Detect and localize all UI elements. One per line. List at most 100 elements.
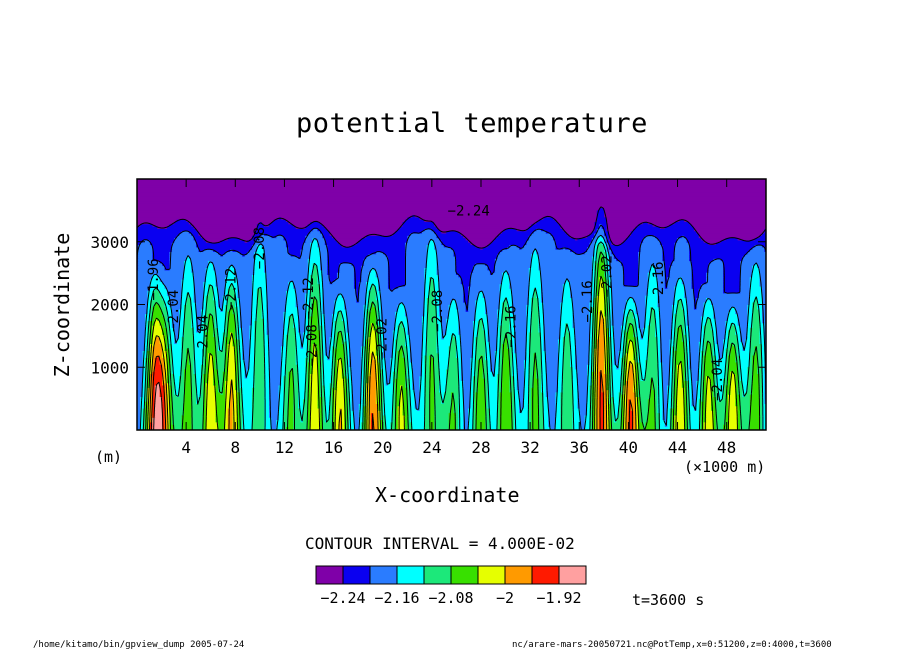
contour-band-cell: [227, 361, 236, 365]
contour-band-cell: [691, 377, 700, 381]
contour-band-cell: [509, 375, 516, 379]
contour-band-cell: [696, 387, 703, 391]
contour-band-cell: [142, 373, 146, 377]
contour-band-cell: [145, 416, 149, 421]
contour-band-cell: [523, 384, 530, 388]
contour-band-cell: [662, 370, 671, 374]
contour-band-cell: [482, 375, 489, 379]
contour-band-cell: [268, 391, 280, 395]
contour-band-cell: [696, 398, 700, 402]
contour-band-cell: [200, 387, 205, 391]
contour-band-cell: [472, 393, 477, 398]
contour-band-cell: [674, 375, 678, 379]
contour-band-cell: [203, 426, 207, 430]
contour-band-cell: [373, 423, 380, 427]
contour-band-cell: [759, 400, 763, 404]
contour-band-cell: [380, 393, 384, 398]
contour-band-cell: [761, 414, 766, 418]
contour-band-cell: [242, 423, 253, 427]
contour-band-cell: [378, 382, 382, 386]
contour-band-cell: [737, 375, 741, 379]
contour-band-cell: [485, 412, 491, 416]
contour-band-cell: [203, 423, 207, 427]
contour-band-cell: [499, 396, 513, 400]
contour-band-cell: [611, 391, 620, 395]
contour-band-cell: [407, 389, 411, 393]
contour-band-cell: [684, 423, 688, 427]
contour-band-cell: [268, 366, 282, 370]
contour-band-cell: [227, 375, 236, 379]
contour-band-cell: [227, 359, 236, 363]
contour-band-cell: [594, 393, 598, 398]
contour-band-cell: [638, 366, 642, 370]
contour-band-cell: [514, 416, 530, 421]
contour-band-cell: [162, 426, 166, 430]
contour-band-cell: [424, 416, 431, 421]
contour-band-cell: [358, 423, 363, 427]
contour-band-cell: [412, 380, 421, 384]
contour-band-cell: [689, 416, 700, 421]
contour-band-cell: [640, 412, 649, 416]
contour-band-cell: [528, 370, 535, 374]
contour-band-cell: [366, 416, 370, 421]
footer-left: /home/kitamo/bin/gpview_dump 2005-07-24: [33, 640, 245, 650]
contour-band-cell: [385, 377, 392, 381]
contour-band-cell: [463, 393, 472, 398]
contour-band-cell: [293, 423, 309, 427]
contour-band-cell: [358, 419, 365, 423]
contour-band-cell: [397, 368, 406, 372]
contour-band-cell: [174, 391, 180, 395]
contour-band-cell: [225, 389, 231, 393]
contour-band-cell: [268, 361, 282, 365]
contour-band-cell: [752, 373, 761, 377]
contour-band-cell: [392, 382, 397, 386]
contour-band-cell: [623, 368, 627, 372]
contour-band-cell: [662, 398, 669, 402]
contour-band-cell: [395, 396, 401, 400]
contour-band-cell: [232, 416, 239, 421]
contour-band-cell: [468, 416, 474, 421]
contour-band-cell: [380, 366, 387, 370]
contour-band-cell: [713, 380, 717, 384]
contour-band-cell: [293, 373, 299, 377]
contour-band-cell: [429, 396, 435, 400]
contour-band-cell: [635, 426, 639, 430]
contour-band-cell: [696, 400, 700, 404]
contour-band-cell: [591, 396, 596, 400]
contour-band-cell: [703, 426, 715, 430]
contour-band-cell: [676, 375, 683, 379]
contour-band-cell: [655, 396, 659, 400]
contour-band-cell: [227, 412, 234, 416]
contour-band-cell: [560, 400, 574, 404]
contour-band-cell: [278, 398, 285, 402]
contour-band-cell: [154, 366, 163, 370]
contour-band-cell: [477, 373, 484, 377]
contour-band-cell: [407, 366, 414, 370]
contour-band-cell: [618, 412, 622, 416]
contour-band-cell: [499, 403, 513, 407]
contour-band-cell: [232, 407, 239, 411]
contour-band-cell: [723, 396, 727, 400]
contour-band-cell: [723, 423, 729, 427]
contour-band-cell: [351, 373, 363, 377]
contour-band-cell: [577, 382, 588, 386]
contour-band-cell: [676, 377, 683, 381]
contour-band-cell: [684, 405, 688, 409]
contour-band-cell: [373, 421, 380, 425]
contour-band-cell: [691, 403, 698, 407]
contour-band-cell: [562, 380, 574, 384]
contour-band-cell: [203, 380, 210, 384]
contour-band-cell: [689, 398, 693, 402]
contour-band-cell: [293, 370, 299, 374]
contour-band-cell: [171, 387, 176, 391]
contour-band-cell: [145, 412, 149, 416]
contour-band-cell: [599, 393, 605, 398]
contour-band-cell: [344, 366, 348, 370]
contour-band-cell: [368, 382, 377, 386]
contour-band-cell: [696, 407, 700, 411]
contour-band-cell: [145, 368, 149, 372]
contour-band-cell: [625, 416, 630, 421]
contour-band-cell: [375, 368, 380, 372]
contour-band-cell: [499, 370, 503, 374]
contour-band-cell: [307, 384, 312, 388]
